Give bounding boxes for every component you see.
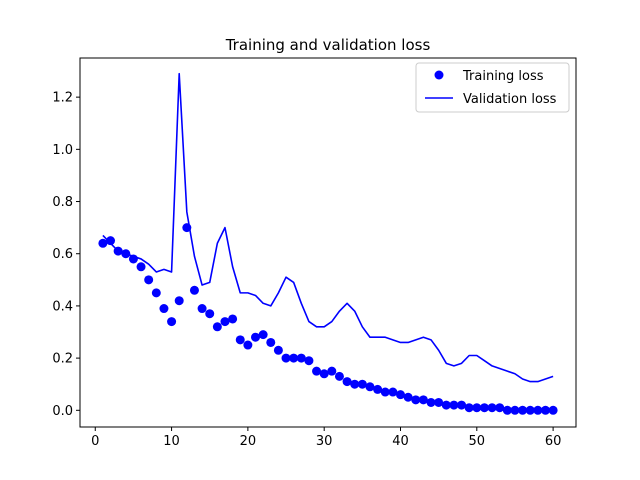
training-loss-point bbox=[243, 340, 253, 350]
series-layer bbox=[98, 72, 558, 415]
training-loss-point bbox=[533, 405, 543, 415]
training-loss-point bbox=[495, 403, 505, 413]
axes-frame bbox=[79, 57, 577, 428]
y-tick-label: 0.6 bbox=[52, 247, 73, 262]
training-loss-point bbox=[113, 246, 123, 256]
x-tick-label: 40 bbox=[392, 434, 409, 449]
training-loss-point bbox=[365, 382, 375, 392]
training-loss-point bbox=[289, 353, 299, 363]
training-loss-point bbox=[395, 390, 405, 400]
y-tick-label: 1.2 bbox=[52, 91, 73, 106]
training-loss-point bbox=[220, 317, 230, 327]
training-loss-point bbox=[426, 397, 436, 407]
training-loss-point bbox=[403, 392, 413, 402]
y-tick-label: 0.0 bbox=[52, 404, 73, 419]
legend: Training loss Validation loss bbox=[415, 62, 570, 113]
y-tick-label: 0.2 bbox=[52, 352, 73, 367]
training-loss-point bbox=[144, 275, 154, 285]
legend-marker-training bbox=[434, 70, 444, 80]
training-loss-point bbox=[457, 400, 467, 410]
training-loss-point bbox=[304, 356, 314, 366]
y-tick-label: 0.8 bbox=[52, 195, 73, 210]
training-loss-point bbox=[189, 285, 199, 295]
training-loss-point bbox=[197, 304, 207, 314]
training-loss-point bbox=[327, 366, 337, 376]
training-loss-point bbox=[525, 405, 535, 415]
x-tick-label: 20 bbox=[240, 434, 257, 449]
training-loss-point bbox=[212, 322, 222, 332]
training-loss-point bbox=[518, 405, 528, 415]
x-tick-label: 10 bbox=[163, 434, 180, 449]
training-loss-point bbox=[464, 403, 474, 413]
training-loss-point bbox=[251, 332, 261, 342]
training-loss-point bbox=[319, 369, 329, 379]
training-loss-point bbox=[548, 405, 558, 415]
training-loss-point bbox=[258, 330, 268, 340]
training-loss-point bbox=[205, 309, 215, 319]
training-loss-point bbox=[121, 249, 131, 259]
training-loss-point bbox=[380, 387, 390, 397]
x-axis: 0 10 20 30 40 50 60 bbox=[91, 427, 561, 449]
training-loss-point bbox=[281, 353, 291, 363]
training-loss-point bbox=[502, 405, 512, 415]
training-loss-point bbox=[159, 304, 169, 314]
training-loss-point bbox=[167, 317, 177, 327]
x-tick-label: 60 bbox=[545, 434, 562, 449]
training-loss-point bbox=[128, 254, 138, 264]
training-loss-point bbox=[373, 384, 383, 394]
training-loss-point bbox=[136, 262, 146, 272]
training-loss-point bbox=[487, 403, 497, 413]
y-axis: 0.0 0.2 0.4 0.6 0.8 1.0 1.2 bbox=[52, 91, 80, 419]
training-loss-point bbox=[174, 296, 184, 306]
chart-title: Training and validation loss bbox=[225, 36, 431, 54]
training-loss-point bbox=[296, 353, 306, 363]
legend-label-validation: Validation loss bbox=[463, 92, 557, 107]
x-tick-label: 50 bbox=[469, 434, 486, 449]
y-tick-label: 0.4 bbox=[52, 299, 73, 314]
training-loss-point bbox=[350, 379, 360, 389]
y-tick-label: 1.0 bbox=[52, 143, 73, 158]
training-loss-point bbox=[228, 314, 238, 324]
training-loss-point bbox=[106, 236, 116, 246]
training-loss-point bbox=[357, 379, 367, 389]
training-loss-point bbox=[266, 337, 276, 347]
legend-box bbox=[415, 62, 570, 113]
training-loss-point bbox=[449, 400, 459, 410]
training-loss-point bbox=[342, 377, 352, 387]
training-loss-point bbox=[479, 403, 489, 413]
training-loss-point bbox=[312, 366, 322, 376]
training-loss-point bbox=[434, 397, 444, 407]
training-loss-point bbox=[273, 345, 283, 355]
x-tick-label: 0 bbox=[91, 434, 99, 449]
training-loss-point bbox=[418, 395, 428, 405]
legend-label-training: Training loss bbox=[462, 69, 544, 84]
x-tick-label: 30 bbox=[316, 434, 333, 449]
training-loss-point bbox=[182, 223, 192, 233]
training-loss-point bbox=[334, 371, 344, 381]
plot-area: 0 10 20 30 40 50 60 0.0 0.2 0.4 0.6 0.8 1.0 1.2 bbox=[52, 57, 577, 449]
training-loss-point bbox=[540, 405, 550, 415]
training-loss-point bbox=[151, 288, 161, 298]
training-loss-point bbox=[441, 400, 451, 410]
validation-loss-line bbox=[102, 72, 554, 383]
training-loss-point bbox=[472, 403, 482, 413]
training-loss-point bbox=[411, 395, 421, 405]
training-loss-point bbox=[388, 387, 398, 397]
training-loss-point bbox=[510, 405, 520, 415]
training-loss-point bbox=[235, 335, 245, 345]
training-loss-point bbox=[98, 238, 108, 248]
